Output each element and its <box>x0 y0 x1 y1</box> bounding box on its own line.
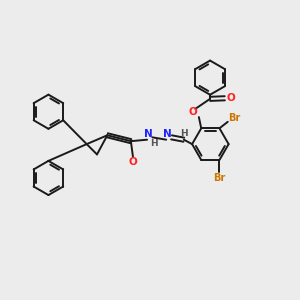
Text: O: O <box>188 107 197 117</box>
Text: O: O <box>128 157 137 167</box>
Text: H: H <box>150 139 157 148</box>
Text: H: H <box>180 129 188 138</box>
Text: O: O <box>226 93 235 103</box>
Text: Br: Br <box>228 113 240 123</box>
Text: Br: Br <box>213 172 226 183</box>
Text: N: N <box>163 129 172 139</box>
Text: N: N <box>144 129 153 139</box>
